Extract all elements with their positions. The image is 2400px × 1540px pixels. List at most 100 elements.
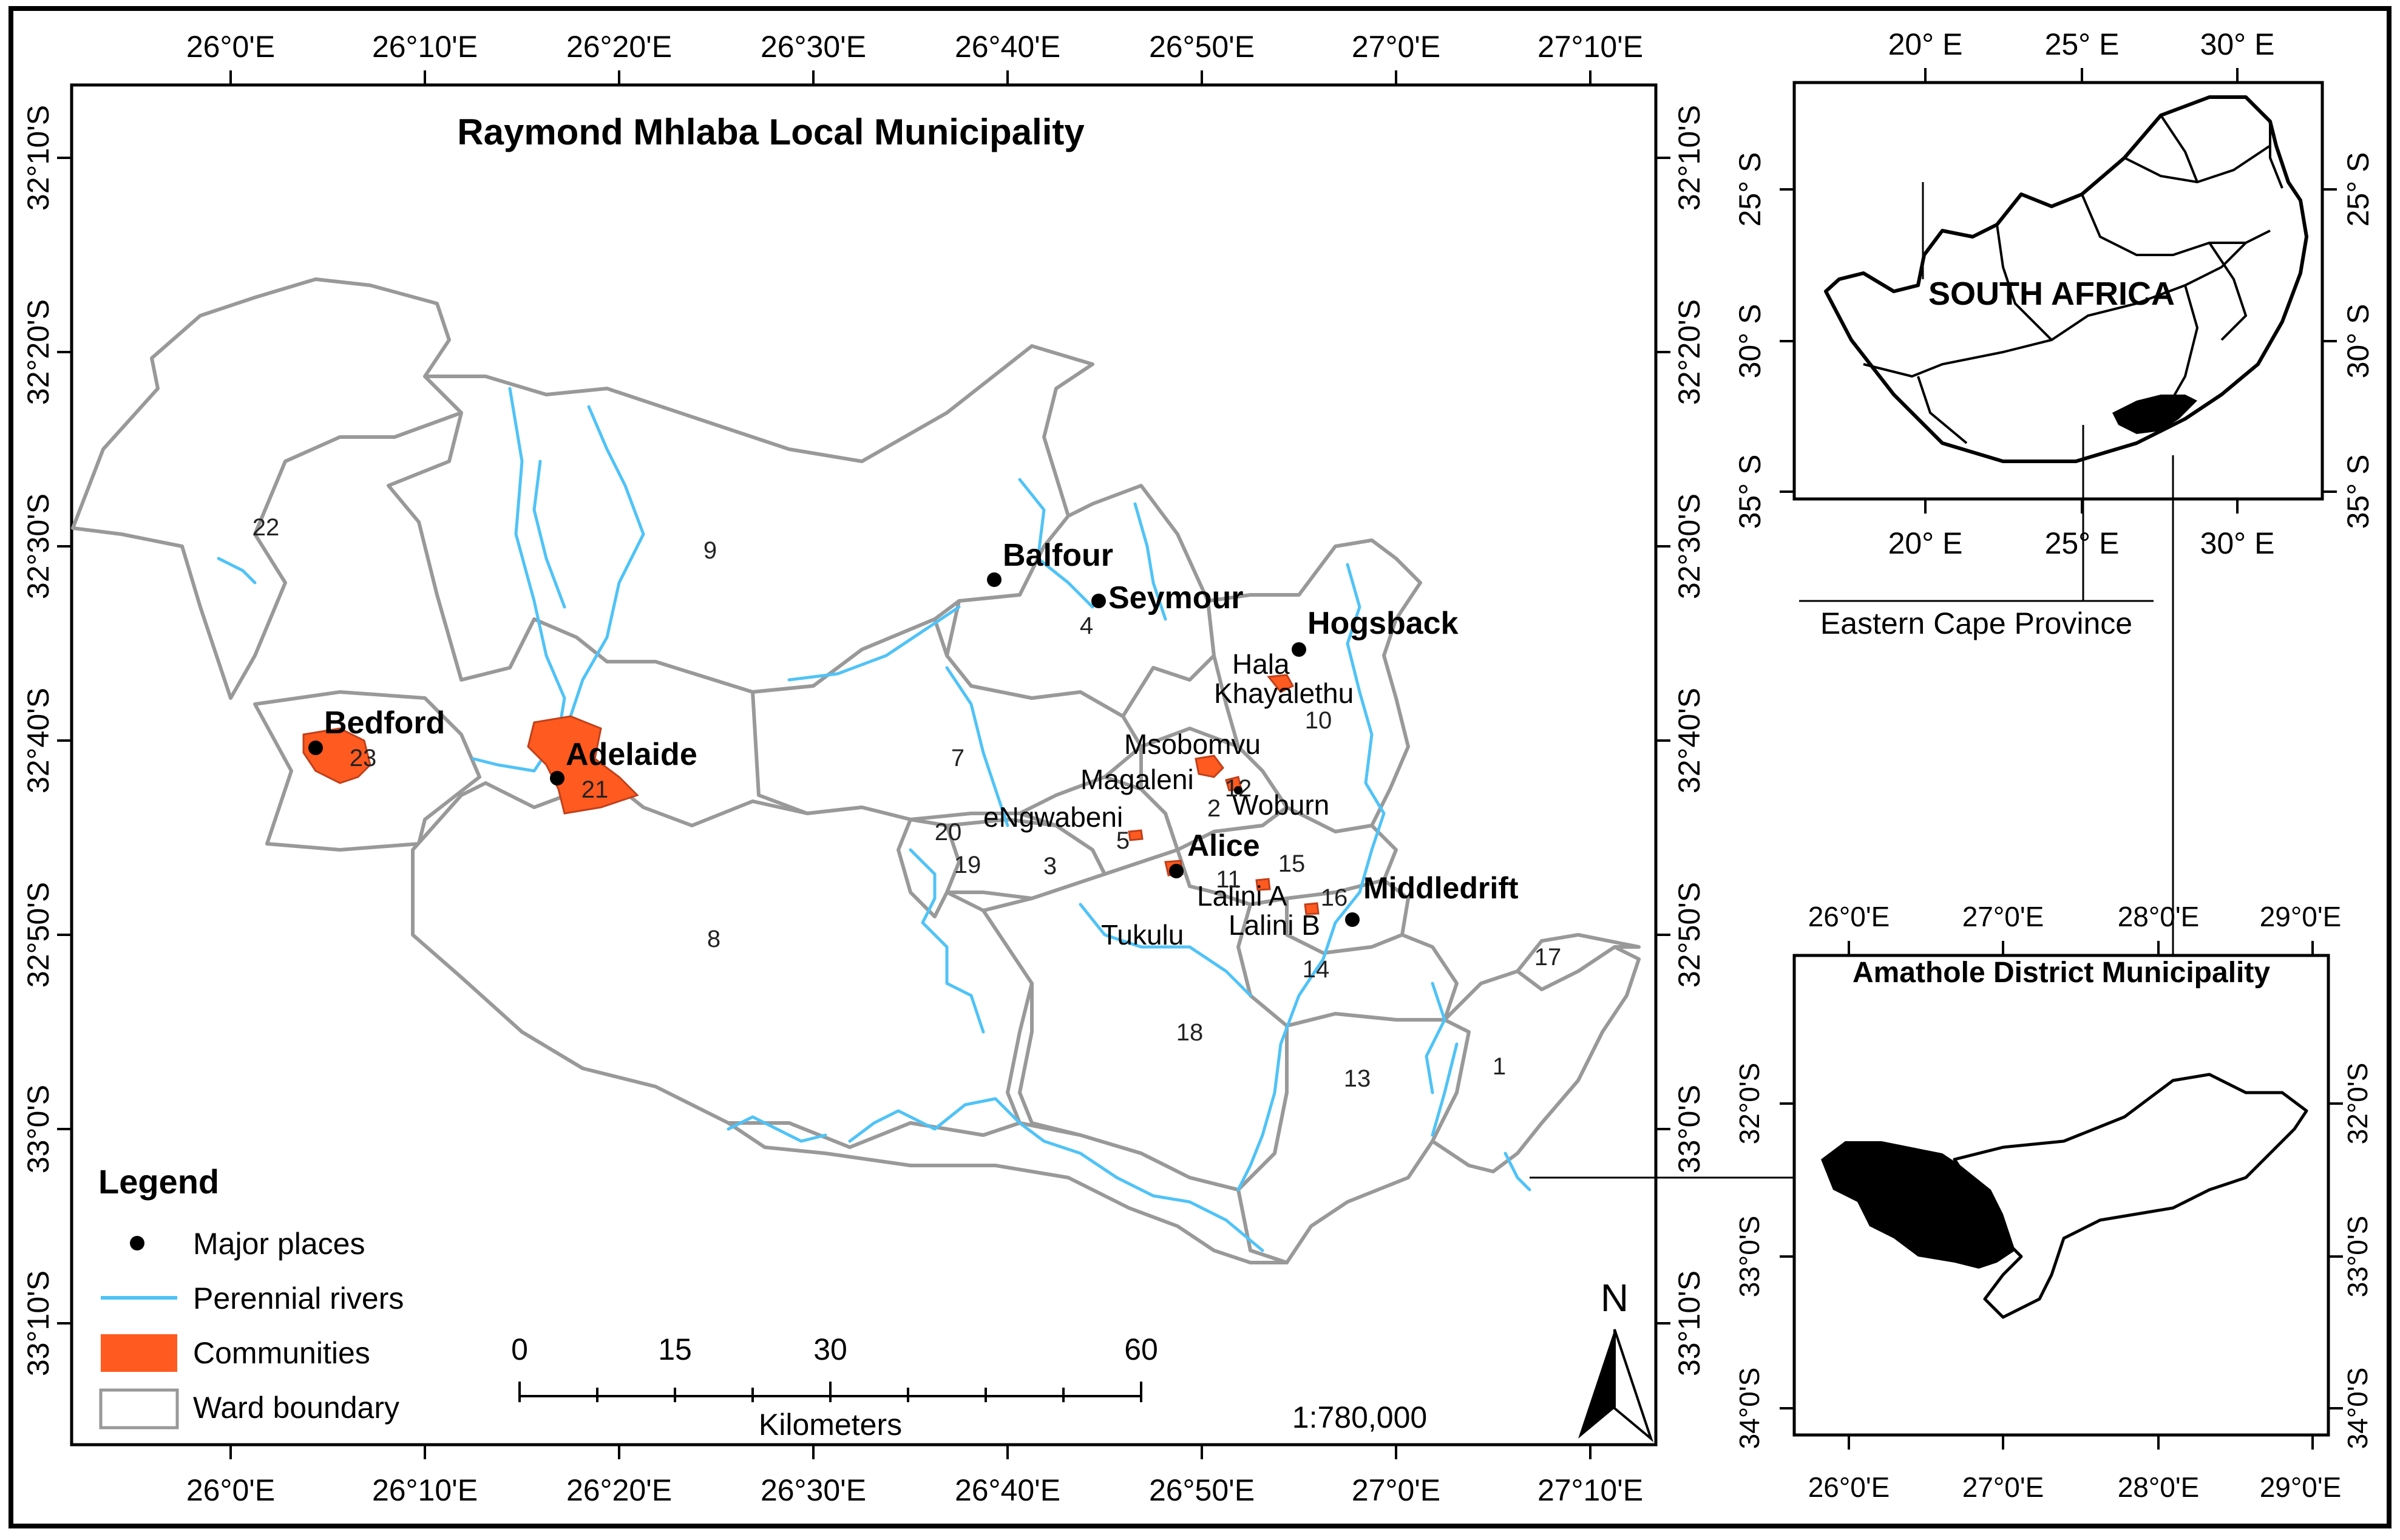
ward-label: 8 — [707, 926, 720, 952]
label-alice: Alice — [1187, 829, 1260, 863]
river-segment — [787, 605, 961, 682]
ward-label: 10 — [1305, 707, 1332, 734]
lon-tick-label: 27°10'E — [1537, 1473, 1643, 1507]
sa-lon-tick-label: 25° E — [2045, 526, 2120, 560]
lat-tick-marks — [57, 157, 1670, 1325]
lon-tick-label: 26°0'E — [186, 30, 275, 64]
legend-ward-symbol — [99, 1388, 179, 1430]
sa-lon-tick-label: 25° E — [2045, 27, 2120, 61]
lat-tick-label: 32°50'S — [21, 882, 55, 988]
label-bedford: Bedford — [324, 705, 445, 741]
place-point-seymour — [1091, 594, 1106, 608]
district-lon-tick-label: 29°0'E — [2260, 1471, 2342, 1503]
river-segment — [909, 848, 985, 1034]
lon-tick-label: 26°40'E — [955, 30, 1060, 64]
label-lalini-a: Lalini A — [1197, 880, 1287, 912]
ward-label: 4 — [1080, 612, 1093, 639]
ward-label: 21 — [581, 776, 609, 803]
lon-tick-marks — [229, 70, 1592, 1459]
district-lat-tick-label: 34°0'S — [2342, 1368, 2373, 1450]
district-lon-tick-label: 26°0'E — [1808, 901, 1890, 932]
north-arrow-dark — [1578, 1329, 1615, 1439]
river-segment — [848, 1097, 1264, 1252]
ward-label: 7 — [951, 745, 964, 772]
ward-label: 23 — [350, 745, 377, 772]
scale-tick-label: 60 — [1124, 1332, 1158, 1366]
lat-tick-label: 32°30'S — [1672, 494, 1706, 599]
lon-tick-label: 27°0'E — [1352, 30, 1440, 64]
label-adelaide: Adelaide — [566, 737, 697, 772]
label-middledrift: Middledrift — [1363, 871, 1519, 905]
lon-tick-label: 27°0'E — [1352, 1473, 1440, 1507]
sa-lat-tick-label: 35° S — [2341, 455, 2375, 529]
lat-tick-label: 33°0'S — [1672, 1085, 1706, 1173]
legend: Legend Major places Perennial rivers Com… — [98, 1162, 404, 1430]
inset-amathole-district: Amathole District Municipality 26°0'E 27… — [1734, 901, 2373, 1503]
legend-ward-boundary: Ward boundary — [193, 1391, 399, 1425]
label-magaleni: Magaleni — [1080, 764, 1194, 795]
lon-tick-label: 26°20'E — [566, 1473, 672, 1507]
sa-lon-tick-label: 20° E — [1888, 27, 1963, 61]
south-africa-label: SOUTH AFRICA — [1928, 276, 2175, 312]
place-point-alice — [1169, 864, 1184, 878]
inset-south-africa: SOUTH AFRICA 20° E 25° E 30° E 20° E 25°… — [1733, 27, 2375, 640]
inset-district-tick-labels: 26°0'E 27°0'E 28°0'E 29°0'E 26°0'E 27°0'… — [1734, 901, 2373, 1503]
lat-tick-label: 32°40'S — [21, 688, 55, 793]
label-khayalethu: Khayalethu — [1214, 677, 1354, 709]
scale-tick-label: 0 — [511, 1332, 528, 1366]
legend-title: Legend — [98, 1162, 219, 1201]
ward-13-polygon — [1236, 1012, 1471, 1264]
inset-district-tick-marks — [1780, 941, 2343, 1450]
legend-community-symbol — [101, 1334, 177, 1372]
lon-tick-label: 26°30'E — [761, 30, 866, 64]
ward-label: 17 — [1534, 944, 1562, 971]
sa-lon-tick-label: 20° E — [1888, 526, 1963, 560]
ward-label: 15 — [1278, 850, 1306, 877]
perennial-rivers — [217, 387, 1531, 1252]
sa-lat-tick-label: 30° S — [2341, 304, 2375, 379]
place-point-middledrift — [1345, 912, 1360, 927]
legend-point-symbol — [130, 1236, 144, 1250]
ward-label: 11 — [1216, 866, 1241, 893]
district-lon-tick-label: 27°0'E — [1962, 901, 2044, 932]
lat-tick-label: 33°10'S — [1672, 1270, 1706, 1376]
label-lalini-b: Lalini B — [1229, 909, 1320, 941]
community-lalini — [1255, 878, 1271, 891]
ward-23-polygon — [253, 690, 481, 852]
lon-tick-label: 26°0'E — [186, 1473, 275, 1507]
raymond-mhlaba-in-district — [1821, 1141, 2015, 1269]
district-lon-tick-label: 28°0'E — [2118, 1471, 2200, 1503]
river-segment — [532, 460, 566, 609]
lat-tick-label: 32°40'S — [1672, 688, 1706, 793]
label-msobomvu: Msobomvu — [1124, 728, 1261, 760]
place-point-balfour — [987, 572, 1002, 587]
legend-major-places: Major places — [193, 1227, 365, 1261]
community-bedford — [302, 727, 371, 784]
label-balfour: Balfour — [1003, 538, 1113, 573]
lat-tick-label: 33°0'S — [21, 1085, 55, 1173]
community-engwabeni — [1128, 829, 1144, 841]
ward-labels: 1 2 3 4 5 7 8 9 10 11 12 13 14 15 16 17 … — [253, 514, 1562, 1092]
ward-label: 12 — [1225, 775, 1252, 802]
lat-tick-label: 32°50'S — [1672, 882, 1706, 988]
inset-sa-tick-labels: 20° E 25° E 30° E 20° E 25° E 30° E 25° … — [1733, 27, 2375, 560]
sa-lat-tick-label: 25° S — [2341, 152, 2375, 227]
legend-communities: Communities — [193, 1336, 370, 1370]
district-lat-tick-label: 34°0'S — [1734, 1368, 1765, 1450]
label-hala: Hala — [1232, 648, 1290, 680]
lat-tick-label: 32°10'S — [21, 105, 55, 211]
place-labels: Balfour Seymour Hogsback Bedford Adelaid… — [324, 538, 1519, 951]
community-msobomvu — [1195, 755, 1224, 778]
scale-bar-lines — [518, 1382, 1142, 1402]
scale-tick-label: 30 — [813, 1332, 847, 1366]
ward-label: 16 — [1321, 884, 1348, 911]
river-segment — [1503, 1152, 1531, 1192]
north-arrow-light — [1613, 1329, 1654, 1443]
district-lat-tick-label: 32°0'S — [2342, 1063, 2373, 1145]
community-lalini-b — [1304, 902, 1320, 915]
lon-tick-label: 26°40'E — [955, 1473, 1060, 1507]
amathole-district-in-sa — [2112, 395, 2197, 434]
lon-tick-label: 26°30'E — [761, 1473, 866, 1507]
scale-ratio: 1:780,000 — [1292, 1400, 1427, 1434]
north-label: N — [1601, 1276, 1629, 1320]
